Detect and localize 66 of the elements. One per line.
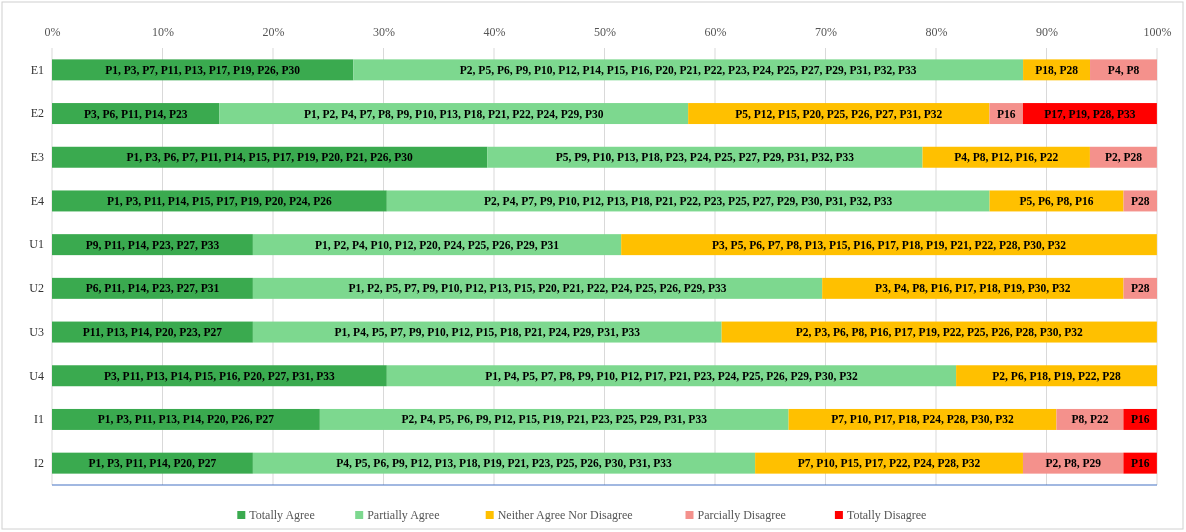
data-label: P1, P2, P4, P7, P8, P9, P10, P13, P18, P21, P22, P24, P29, P30 bbox=[303, 107, 604, 120]
data-label: P2, P3, P6, P8, P16, P17, P19, P22, P25, P26, P28, P30, P32 bbox=[795, 326, 1083, 339]
data-label: P4, P5, P6, P9, P12, P13, P18, P19, P21, P23, P25, P26, P30, P31, P33 bbox=[336, 457, 672, 470]
data-label: P1, P3, P11, P13, P14, P20, P26, P27 bbox=[97, 413, 275, 426]
data-label: P16 bbox=[1130, 413, 1150, 426]
y-tick-label: E2 bbox=[30, 106, 44, 121]
y-tick-label: I2 bbox=[34, 455, 44, 470]
data-label: P28 bbox=[1130, 194, 1150, 207]
data-label: P18, P28 bbox=[1035, 63, 1079, 76]
data-label: P7, P10, P17, P18, P24, P28, P30, P32 bbox=[831, 413, 1015, 426]
y-tick-label: U4 bbox=[29, 368, 44, 383]
data-label: P3, P4, P8, P16, P17, P18, P19, P30, P32 bbox=[875, 282, 1071, 295]
legend-label: Parcially Disagree bbox=[697, 508, 786, 522]
data-label: P1, P3, P7, P11, P13, P17, P19, P26, P30 bbox=[105, 63, 301, 76]
x-tick-label: 90% bbox=[1036, 25, 1058, 39]
y-tick-label: E3 bbox=[30, 150, 44, 165]
data-label: P1, P2, P4, P10, P12, P20, P24, P25, P26, P29, P31 bbox=[315, 238, 560, 251]
data-label: P5, P12, P15, P20, P25, P26, P27, P31, P32 bbox=[735, 107, 943, 120]
data-label: P2, P4, P7, P9, P10, P12, P13, P18, P21, P22, P23, P25, P27, P29, P30, P31, P32, P33 bbox=[484, 194, 893, 207]
data-label: P1, P3, P11, P14, P15, P17, P19, P20, P24, P26 bbox=[106, 194, 333, 207]
data-label: P4, P8, P12, P16, P22 bbox=[954, 151, 1059, 164]
x-tick-label: 0% bbox=[44, 25, 61, 39]
data-label: P8, P22 bbox=[1071, 413, 1109, 426]
y-tick-label: U3 bbox=[29, 324, 44, 339]
data-label: P3, P11, P13, P14, P15, P16, P20, P27, P31, P33 bbox=[104, 369, 335, 382]
legend-label: Totally Disagree bbox=[846, 508, 927, 522]
data-label: P2, P4, P5, P6, P9, P12, P15, P19, P21, P23, P25, P29, P31, P33 bbox=[401, 413, 708, 426]
data-label: P16 bbox=[996, 107, 1016, 120]
data-label: P16 bbox=[1130, 457, 1150, 470]
y-tick-label: E4 bbox=[30, 193, 44, 208]
data-label: P4, P8 bbox=[1107, 63, 1140, 76]
data-label: P2, P28 bbox=[1104, 151, 1143, 164]
data-label: P28 bbox=[1130, 282, 1150, 295]
data-label: P1, P3, P11, P14, P20, P27 bbox=[88, 457, 217, 470]
x-tick-label: 50% bbox=[594, 25, 616, 39]
data-label: P1, P2, P5, P7, P9, P10, P12, P13, P15, P20, P21, P22, P24, P25, P26, P29, P33 bbox=[348, 282, 727, 295]
data-label: P1, P4, P5, P7, P8, P9, P10, P12, P17, P21, P23, P24, P25, P26, P29, P30, P32 bbox=[485, 369, 858, 382]
data-label: P2, P6, P18, P19, P22, P28 bbox=[992, 369, 1121, 382]
data-label: P17, P19, P28, P33 bbox=[1044, 107, 1136, 120]
x-tick-label: 20% bbox=[262, 25, 285, 39]
legend-label: Totally Agree bbox=[249, 508, 315, 522]
data-label: P2, P8, P29 bbox=[1045, 457, 1102, 470]
x-tick-label: 70% bbox=[815, 25, 837, 39]
y-tick-label: E1 bbox=[30, 62, 44, 77]
x-tick-label: 10% bbox=[152, 25, 174, 39]
data-label: P6, P11, P14, P23, P27, P31 bbox=[85, 282, 220, 295]
x-tick-label: 60% bbox=[704, 25, 727, 39]
x-tick-label: 80% bbox=[925, 25, 948, 39]
data-label: P3, P6, P11, P14, P23 bbox=[83, 107, 188, 120]
data-label: P3, P5, P6, P7, P8, P13, P15, P16, P17, P18, P19, P21, P22, P28, P30, P32 bbox=[712, 238, 1067, 251]
data-label: P2, P5, P6, P9, P10, P12, P14, P15, P16, P20, P21, P22, P23, P24, P25, P27, P29, P31, P32, P33 bbox=[459, 63, 917, 76]
data-label: P9, P11, P14, P23, P27, P33 bbox=[85, 238, 220, 251]
y-tick-label: U1 bbox=[29, 237, 44, 252]
y-tick-label: I1 bbox=[34, 412, 44, 427]
data-label: P5, P9, P10, P13, P18, P23, P24, P25, P27, P29, P31, P32, P33 bbox=[555, 151, 855, 164]
legend-label: Partially Agree bbox=[367, 508, 440, 522]
data-label: P5, P6, P8, P16 bbox=[1019, 194, 1094, 207]
y-tick-label: U2 bbox=[29, 281, 44, 296]
data-label: P1, P3, P6, P7, P11, P14, P15, P17, P19, P20, P21, P26, P30 bbox=[126, 151, 413, 164]
data-label: P7, P10, P15, P17, P22, P24, P28, P32 bbox=[797, 457, 981, 470]
data-label: P11, P13, P14, P20, P23, P27 bbox=[82, 326, 223, 339]
legend-label: Neither Agree Nor Disagree bbox=[497, 508, 633, 522]
data-label: P1, P4, P5, P7, P9, P10, P12, P15, P18, P21, P24, P29, P31, P33 bbox=[334, 326, 641, 339]
x-tick-label: 100% bbox=[1143, 25, 1172, 39]
x-tick-label: 30% bbox=[373, 25, 395, 39]
x-tick-label: 40% bbox=[483, 25, 506, 39]
